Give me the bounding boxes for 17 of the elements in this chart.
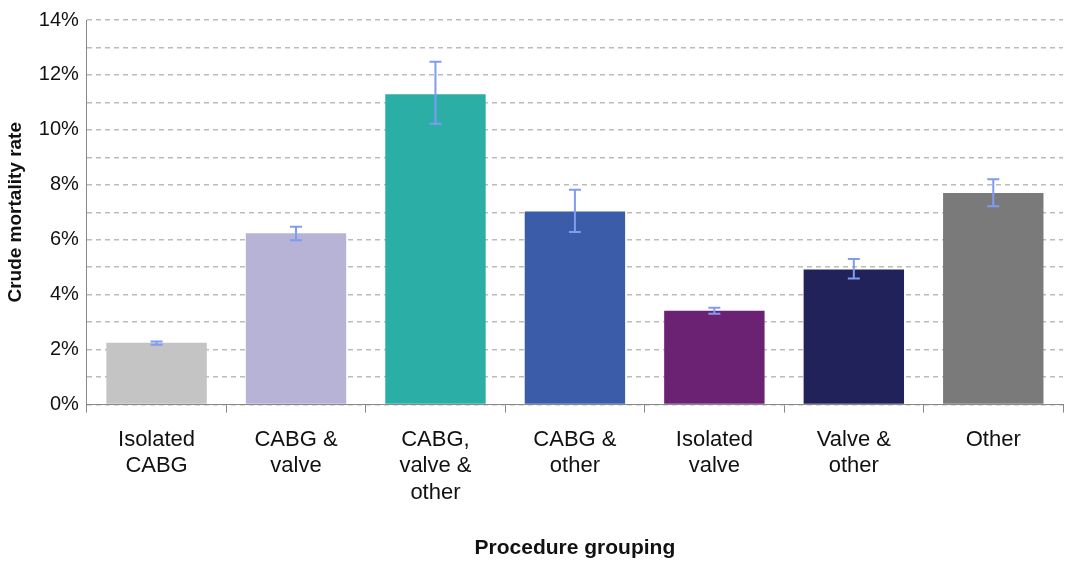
y-tick-label: 14% xyxy=(38,7,80,30)
y-tick-label: 8% xyxy=(49,172,80,195)
x-tick-label: Other xyxy=(965,425,1021,451)
x-tick-label: CABG & other xyxy=(533,425,617,478)
y-tick-label: 6% xyxy=(49,227,80,250)
y-tick-label: 12% xyxy=(38,62,80,85)
y-tick-label: 2% xyxy=(49,337,80,360)
y-tick-label: 0% xyxy=(49,392,80,415)
y-tick-label: 4% xyxy=(49,282,80,305)
x-tick-label: CABG & valve xyxy=(254,425,338,478)
x-tick-label: CABG, valve & other xyxy=(399,425,472,504)
y-tick-label: 10% xyxy=(38,117,80,140)
x-tick-label: Isolated CABG xyxy=(118,425,196,478)
x-tick-label: Valve & other xyxy=(816,425,892,478)
x-axis-title: Procedure grouping xyxy=(474,535,676,559)
y-axis-title: Crude mortality rate xyxy=(3,122,25,303)
x-tick-label: Isolated valve xyxy=(675,425,753,478)
